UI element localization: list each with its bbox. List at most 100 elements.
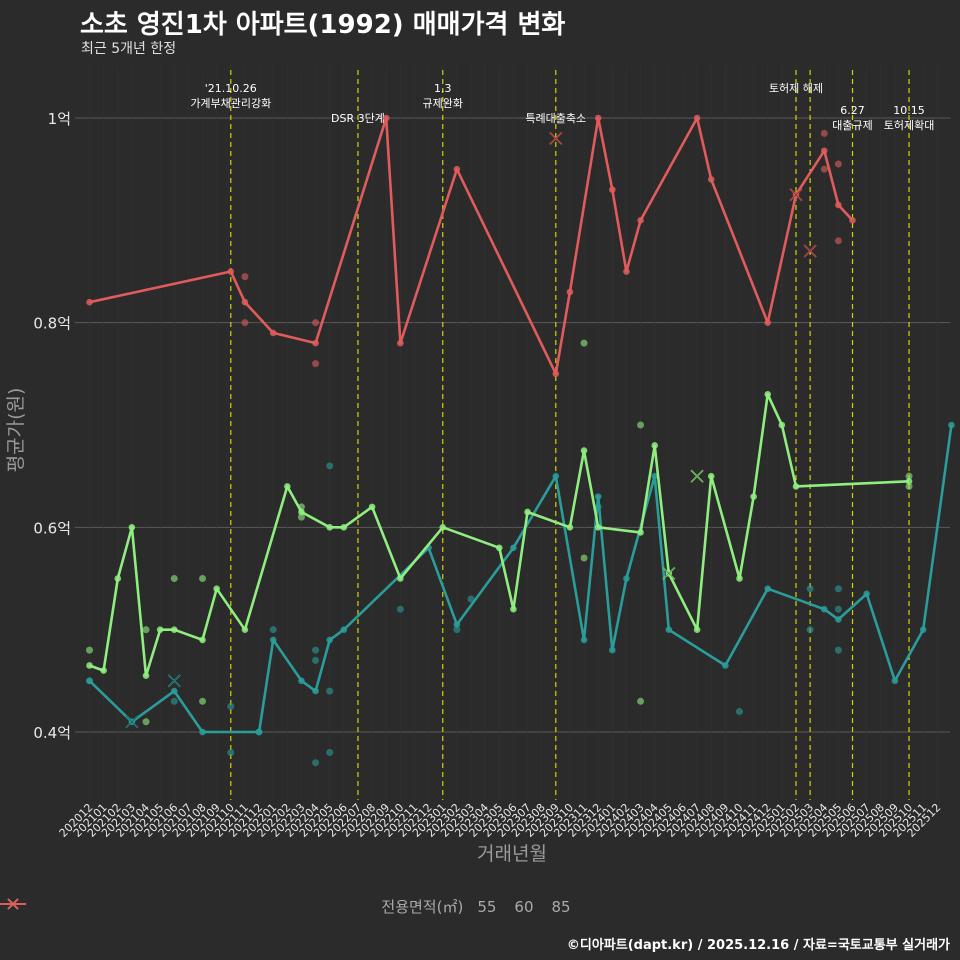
data-point-60 <box>142 718 150 726</box>
data-point-60 <box>707 472 715 480</box>
data-point-60 <box>213 585 220 593</box>
data-point-55 <box>820 605 828 613</box>
data-point-60 <box>86 662 93 669</box>
legend-item-85[interactable]: 85 <box>0 897 571 916</box>
data-point-60 <box>326 524 334 531</box>
y-tick-label: 1억 <box>48 110 71 128</box>
data-point-60 <box>114 575 122 582</box>
y-axis-title: 평균가(원) <box>5 388 27 473</box>
data-point-85 <box>637 217 644 224</box>
data-point-55 <box>835 616 842 623</box>
data-point-55 <box>326 748 334 756</box>
data-point-55 <box>269 626 277 634</box>
data-point-60 <box>594 524 602 531</box>
data-point-85 <box>764 319 772 326</box>
data-point-55 <box>580 636 588 644</box>
data-point-55 <box>312 759 320 767</box>
data-point-85 <box>566 288 574 296</box>
data-point-55 <box>806 585 814 593</box>
chart-subtitle: 최근 5개년 한정 <box>81 41 177 57</box>
data-point-85 <box>835 201 842 209</box>
data-point-60 <box>637 697 645 705</box>
legend-title: 전용면적(㎡) <box>381 898 464 916</box>
data-point-55 <box>764 585 772 593</box>
data-point-60 <box>792 483 800 490</box>
legend-item-55[interactable]: 55 <box>0 897 497 916</box>
data-point-60 <box>397 575 404 582</box>
data-point-55 <box>623 575 630 582</box>
data-point-85 <box>820 147 828 155</box>
data-point-60 <box>297 503 305 511</box>
data-point-60 <box>297 513 305 521</box>
data-point-85 <box>241 298 249 306</box>
data-point-85 <box>312 319 320 327</box>
data-point-55 <box>170 687 178 695</box>
event-label: 6.27 대출규제 <box>832 104 872 132</box>
data-point-60 <box>340 524 348 531</box>
data-point-85 <box>382 114 390 122</box>
data-point-55 <box>170 697 178 705</box>
data-point-55 <box>806 626 814 634</box>
data-point-85 <box>820 129 828 137</box>
legend-item-60[interactable]: 60 <box>0 897 534 916</box>
data-point-55 <box>594 493 602 500</box>
data-point-60 <box>693 626 701 633</box>
data-point-55 <box>326 636 334 644</box>
data-point-60 <box>637 529 644 536</box>
data-point-60 <box>905 472 913 480</box>
data-point-60 <box>778 421 786 429</box>
data-point-55 <box>834 605 842 613</box>
data-point-60 <box>142 626 150 634</box>
x-axis-title: 거래년월 <box>477 843 547 865</box>
data-point-60 <box>170 575 178 582</box>
legend-key-85-icon <box>0 898 26 910</box>
data-point-60 <box>580 339 588 347</box>
data-point-85 <box>241 273 249 281</box>
legend-label-60: 60 <box>514 897 534 916</box>
data-point-85 <box>849 217 856 224</box>
data-point-85 <box>693 114 701 122</box>
cancelled-deal-mark-outline <box>662 567 676 580</box>
data-point-60 <box>142 672 150 680</box>
data-point-60 <box>368 503 376 511</box>
data-point-85 <box>623 268 630 275</box>
data-point-60 <box>905 482 913 490</box>
data-point-55 <box>552 472 560 480</box>
data-point-55 <box>312 646 320 654</box>
legend-label-55: 55 <box>477 897 497 916</box>
y-tick-label: 0.6억 <box>33 519 71 537</box>
data-point-55 <box>453 621 461 628</box>
data-point-55 <box>948 421 955 429</box>
cancelled-deal-mark-outline <box>789 188 803 201</box>
data-point-55 <box>834 585 842 593</box>
data-point-60 <box>86 646 93 654</box>
y-tick-label: 0.4억 <box>33 724 71 742</box>
legend-label-85: 85 <box>551 897 571 916</box>
data-point-85 <box>834 160 842 168</box>
data-point-60 <box>736 575 743 582</box>
data-point-60 <box>566 524 574 531</box>
data-point-55 <box>227 702 235 710</box>
data-point-60 <box>170 626 178 633</box>
data-point-55 <box>396 605 404 613</box>
data-point-55 <box>298 677 305 685</box>
data-point-60 <box>510 605 517 613</box>
data-point-55 <box>609 646 616 654</box>
data-point-85 <box>609 186 616 193</box>
chart-title: 소초 영진1차 아파트(1992) 매매가격 변화 <box>80 10 566 40</box>
data-point-55 <box>594 503 602 511</box>
data-point-85 <box>241 319 249 327</box>
data-point-85 <box>834 237 842 245</box>
data-point-85 <box>312 360 320 368</box>
data-point-55 <box>891 677 899 685</box>
data-point-55 <box>86 677 93 685</box>
data-point-55 <box>919 626 927 633</box>
event-label: 10.15 토허제확대 <box>884 104 935 132</box>
data-point-60 <box>495 544 503 552</box>
event-label: 특례대출축소 <box>525 112 586 125</box>
data-point-55 <box>834 646 842 654</box>
data-point-60 <box>100 667 107 674</box>
data-point-60 <box>199 636 206 644</box>
data-point-60 <box>199 697 207 705</box>
